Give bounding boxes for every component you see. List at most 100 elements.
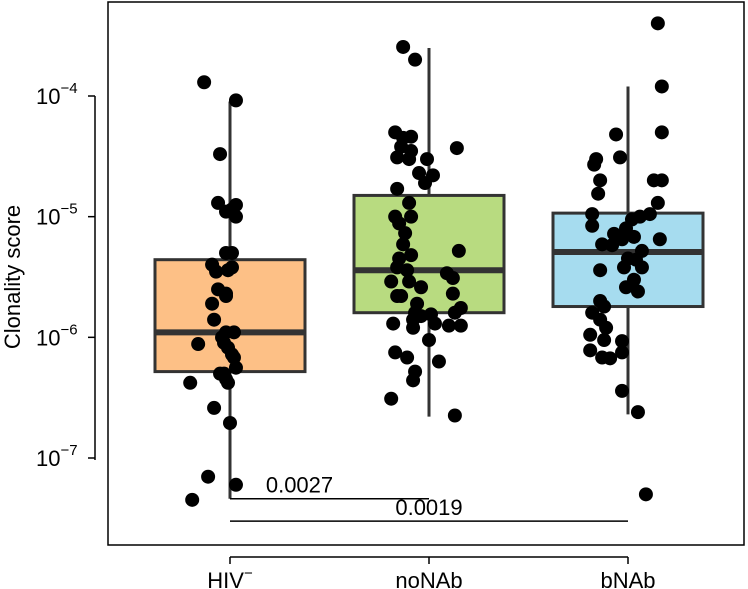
x-tick-label: bNAb <box>600 568 655 589</box>
data-point <box>654 125 669 140</box>
data-point <box>207 400 222 415</box>
data-point <box>449 141 464 156</box>
comparisons-layer: 0.0027 0.0019 <box>230 473 628 522</box>
data-point <box>224 245 239 260</box>
data-point <box>650 195 665 210</box>
data-point <box>593 263 608 278</box>
data-point <box>420 152 435 167</box>
data-point <box>191 337 206 352</box>
data-point <box>583 343 598 358</box>
data-point <box>591 186 606 201</box>
data-point <box>654 173 669 188</box>
data-point <box>406 320 421 335</box>
data-point <box>626 229 641 244</box>
data-point <box>617 260 632 275</box>
data-point <box>609 127 624 142</box>
data-point <box>408 52 423 67</box>
data-point <box>605 238 620 253</box>
data-point <box>228 477 243 492</box>
data-point <box>418 176 433 191</box>
data-point <box>384 391 399 406</box>
data-point <box>587 157 602 172</box>
y-axis-title: Clonality score <box>0 205 25 349</box>
data-point <box>404 248 419 263</box>
data-point <box>445 271 460 286</box>
data-point <box>451 243 466 258</box>
y-tick-label: 10−5 <box>36 201 78 230</box>
data-point <box>396 39 411 54</box>
x-axis: HIV− noNAb bNAb <box>207 556 656 589</box>
y-tick-exponent: −7 <box>60 442 77 459</box>
x-tick-label: HIV− <box>207 565 253 589</box>
data-point <box>447 305 462 320</box>
y-tick-label: 10−4 <box>36 80 78 109</box>
data-point <box>396 237 411 252</box>
x-tick-superscript: − <box>244 565 253 582</box>
data-point <box>652 232 667 247</box>
data-point <box>228 93 243 108</box>
data-point <box>619 280 634 295</box>
data-point <box>197 75 212 90</box>
data-point <box>427 316 442 331</box>
data-point <box>185 492 200 507</box>
data-point <box>441 318 456 333</box>
y-tick-exponent: −4 <box>60 80 77 97</box>
data-point <box>207 312 222 327</box>
data-point <box>402 152 417 167</box>
data-point <box>223 416 237 431</box>
data-point <box>447 408 462 423</box>
data-point <box>404 209 419 224</box>
data-point <box>404 129 419 144</box>
data-point <box>398 226 413 241</box>
data-point <box>597 299 612 314</box>
data-point <box>400 350 415 365</box>
data-point <box>638 487 653 502</box>
data-point <box>228 197 243 212</box>
data-point <box>585 218 600 233</box>
data-point <box>400 263 415 278</box>
data-point <box>228 360 243 375</box>
data-point <box>201 469 216 484</box>
data-point <box>406 373 421 388</box>
data-point <box>224 260 239 275</box>
comparison-pvalue: 0.0027 <box>266 473 333 498</box>
data-point <box>221 375 236 390</box>
data-point <box>209 264 224 279</box>
data-point <box>205 296 220 311</box>
box-iqr <box>352 193 506 315</box>
points-layer <box>183 16 669 507</box>
data-point <box>394 289 409 304</box>
x-tick-label: noNAb <box>395 568 462 589</box>
data-point <box>228 209 243 224</box>
data-point <box>615 345 630 360</box>
data-point <box>613 150 628 165</box>
y-tick-label: 10−6 <box>36 321 78 350</box>
data-point <box>445 286 460 301</box>
data-point <box>183 375 198 390</box>
data-point <box>650 16 665 31</box>
data-point <box>390 150 405 165</box>
data-point <box>630 284 645 299</box>
y-tick-exponent: −6 <box>60 321 77 338</box>
data-point <box>453 318 468 333</box>
data-point <box>226 325 241 340</box>
data-point <box>422 333 436 348</box>
data-point <box>583 327 598 342</box>
data-point <box>603 351 618 366</box>
data-point <box>642 207 657 222</box>
data-point <box>213 147 228 162</box>
data-point <box>585 207 600 222</box>
data-point <box>634 260 649 275</box>
data-point <box>654 79 669 94</box>
data-point <box>386 316 401 331</box>
data-point <box>408 305 423 320</box>
data-point <box>402 195 417 210</box>
data-point <box>597 333 612 348</box>
data-point <box>593 173 608 188</box>
data-point <box>615 334 630 349</box>
data-point <box>414 280 429 295</box>
y-tick-label: 10−7 <box>36 442 78 471</box>
data-point <box>402 274 417 289</box>
data-point <box>388 345 403 360</box>
